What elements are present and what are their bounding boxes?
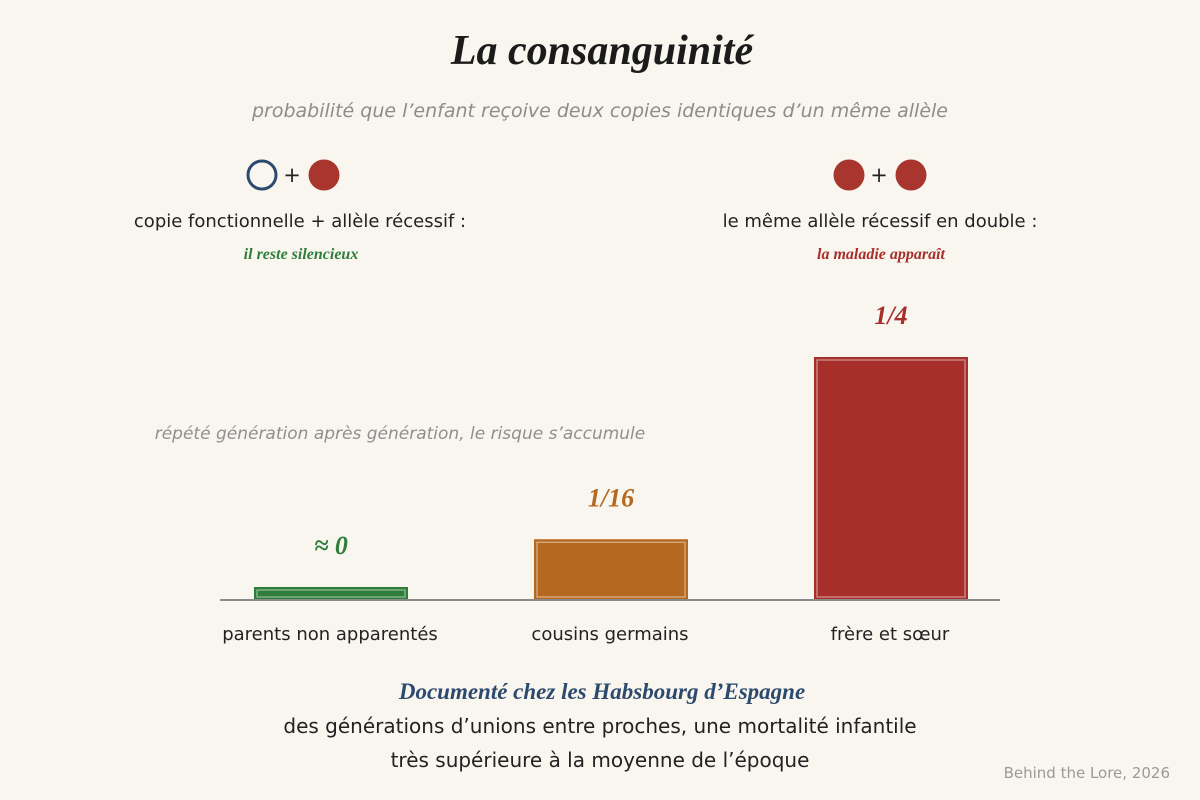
page-title: La consanguinité	[450, 28, 755, 74]
data-label-2: 1/16	[588, 483, 634, 512]
bar-chart: ≈ 0 parents non apparentés 1/16 cousins ger…	[222, 301, 968, 645]
category-label-2: cousins germains	[531, 624, 688, 645]
legend-right-note: la maladie apparaît	[817, 246, 946, 263]
open-circle-icon	[246, 159, 278, 191]
legend-right: + le même allèle récessif en double : la…	[723, 159, 1038, 263]
filled-red-circle-icon	[833, 159, 865, 191]
legend-right-plus: +	[870, 163, 888, 187]
legend-left-text: copie fonctionnelle + allèle récessif :	[134, 211, 466, 232]
chart-annotation: répété génération après génération, le r…	[155, 424, 646, 444]
chart-bar-3-sketch-outline	[816, 359, 966, 598]
data-label-3: 1/4	[874, 301, 907, 330]
legend-left-note: il reste silencieux	[244, 246, 359, 263]
credit: Behind the Lore, 2026	[1004, 764, 1170, 782]
chart-bar-3	[814, 357, 968, 600]
data-label-1: ≈ 0	[314, 531, 348, 560]
category-label-3: frère et sœur	[831, 624, 950, 645]
filled-red-circle-icon	[308, 159, 340, 191]
footer-heading: Documenté chez les Habsbourg d’Espagne	[398, 679, 805, 704]
chart-bar-2	[534, 539, 688, 600]
filled-red-circle-icon	[895, 159, 927, 191]
page-subtitle: probabilité que l’enfant reçoive deux co…	[251, 100, 948, 122]
footer-line-2: très supérieure à la moyenne de l’époque	[391, 748, 810, 772]
chart-bar-1	[254, 587, 408, 600]
legend-left-plus: +	[283, 163, 301, 187]
legend-left: + copie fonctionnelle + allèle récessif …	[134, 159, 466, 263]
footer-line-1: des générations d’unions entre proches, …	[283, 714, 916, 738]
legend-right-text: le même allèle récessif en double :	[723, 211, 1038, 232]
chart-bar-2-sketch-outline	[536, 541, 686, 598]
chart-bar-1-sketch-outline	[256, 589, 406, 598]
category-label-1: parents non apparentés	[222, 624, 438, 645]
